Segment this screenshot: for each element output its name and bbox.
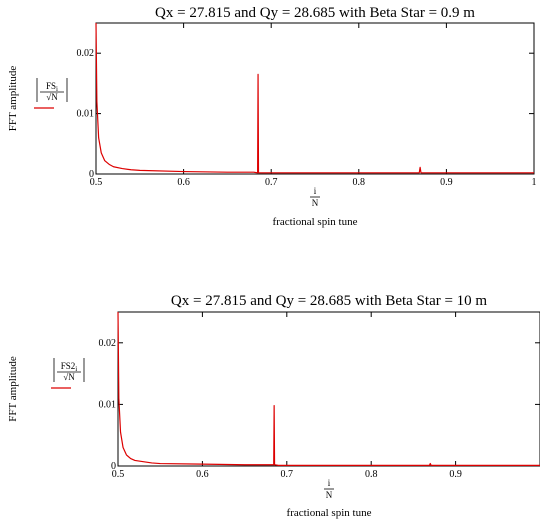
series-line-1 <box>95 22 534 174</box>
x-fraction-denominator: N <box>312 198 319 208</box>
y-tick-label: 0.02 <box>77 48 95 59</box>
legend-numerator: FSi <box>46 81 58 93</box>
x-tick-label: 1 <box>532 177 537 188</box>
y-axis-label: FFT amplitude <box>7 356 19 422</box>
x-fraction-numerator: i <box>328 478 331 488</box>
x-tick-label: 0.9 <box>449 469 462 480</box>
x-tick-label: 0.5 <box>112 469 125 480</box>
y-tick-label: 0 <box>89 169 94 180</box>
series-line-1 <box>117 311 540 466</box>
plot-frame <box>117 311 540 467</box>
chart-title: Qx = 27.815 and Qy = 28.685 with Beta St… <box>155 5 475 21</box>
y-tick-label: 0.02 <box>99 338 117 349</box>
x-fraction-denominator: N <box>326 490 333 500</box>
x-tick-label: 0.7 <box>265 177 278 188</box>
x-tick-label: 0.6 <box>177 177 190 188</box>
y-tick-label: 0 <box>111 461 116 472</box>
x-fraction-numerator: i <box>314 186 317 196</box>
legend-denominator: √N <box>46 92 58 102</box>
x-tick-label: 0.8 <box>365 469 378 480</box>
y-tick-label: 0.01 <box>99 399 117 410</box>
legend-numerator: FS2i <box>61 361 78 373</box>
plot-frame <box>95 22 535 175</box>
y-tick-label: 0.01 <box>77 109 95 120</box>
x-tick-label: 0.5 <box>90 177 103 188</box>
x-tick-label: 0.6 <box>196 469 209 480</box>
chart-1: Qx = 27.815 and Qy = 28.685 with Beta St… <box>7 5 537 228</box>
x-tick-label: 0.9 <box>440 177 453 188</box>
x-tick-label: 0.8 <box>353 177 366 188</box>
chart-2: Qx = 27.815 and Qy = 28.685 with Beta St… <box>7 293 540 519</box>
y-axis-label: FFT amplitude <box>7 66 19 132</box>
chart-title: Qx = 27.815 and Qy = 28.685 with Beta St… <box>171 293 488 309</box>
x-tick-label: 0.7 <box>281 469 294 480</box>
x-axis-label: fractional spin tune <box>273 216 358 228</box>
x-axis-label: fractional spin tune <box>287 507 372 519</box>
legend-denominator: √N <box>63 372 75 382</box>
